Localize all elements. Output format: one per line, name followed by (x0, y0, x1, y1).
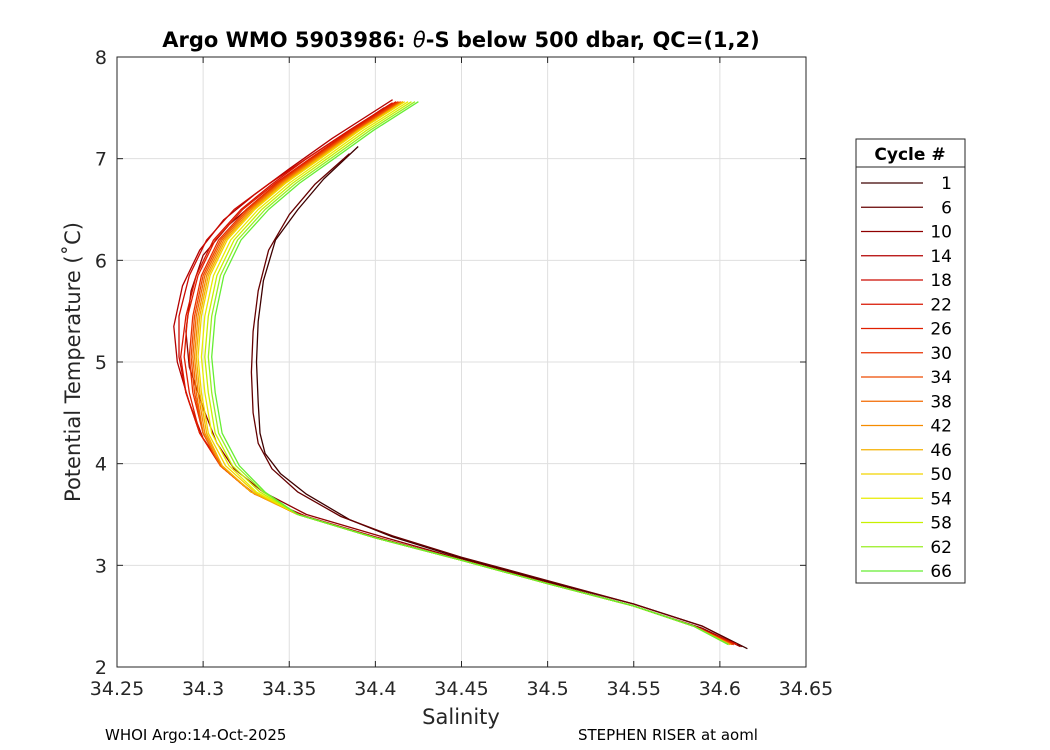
legend-label: 62 (930, 538, 952, 558)
tick-marks (116, 56, 807, 668)
legend-label: 30 (930, 344, 952, 364)
x-tick-label: 34.65 (779, 678, 833, 700)
chart-title: Argo WMO 5903986: θ-S below 500 dbar, QC… (162, 28, 759, 52)
x-tick-label: 34.4 (354, 678, 396, 700)
legend-label: 58 (930, 514, 952, 534)
legend-label: 10 (930, 223, 952, 243)
legend: Cycle # 1 6 10 14 18 22 26 30 34 38 42 46 50 54 58 62 66 (855, 138, 966, 584)
x-tick-label: 34.35 (262, 678, 316, 700)
plot-area: 34.25 34.3 34.35 34.4 34.45 34.5 34.55 34.6 34.6… (90, 47, 833, 700)
x-tick-label: 34.55 (607, 678, 661, 700)
footer-right: STEPHEN RISER at aoml (578, 726, 758, 744)
y-axis-label: Potential Temperature (˚C) (61, 222, 85, 502)
legend-label: 1 (941, 174, 952, 194)
legend-box (855, 138, 966, 584)
x-tick-labels: 34.25 34.3 34.35 34.4 34.45 34.5 34.55 34.6 34.6… (90, 678, 833, 700)
legend-label: 18 (930, 271, 952, 291)
legend-title: Cycle # (874, 145, 945, 165)
y-tick-label: 5 (95, 352, 107, 374)
legend-label: 26 (930, 320, 952, 340)
x-tick-label: 34.5 (526, 678, 568, 700)
series-line-cycle-1 (255, 146, 748, 650)
x-axis-label: Salinity (422, 705, 500, 729)
x-tick-label: 34.25 (90, 678, 144, 700)
y-tick-label: 7 (95, 149, 107, 171)
data-viewport (173, 99, 748, 650)
x-tick-label: 34.45 (434, 678, 488, 700)
legend-label: 42 (930, 417, 952, 437)
y-tick-label: 3 (95, 555, 107, 577)
series-line-cycle-66 (211, 101, 729, 646)
y-tick-label: 2 (95, 657, 107, 679)
x-tick-label: 34.6 (699, 678, 741, 700)
legend-label: 46 (930, 441, 952, 461)
series-line-cycle-6 (250, 153, 743, 648)
footer-left: WHOI Argo:14-Oct-2025 (105, 726, 286, 744)
legend-label: 34 (930, 368, 952, 388)
y-tick-label: 6 (95, 250, 107, 272)
x-tick-label: 34.3 (182, 678, 224, 700)
legend-label: 6 (941, 198, 952, 218)
legend-entries: 1 6 10 14 18 22 26 30 34 38 42 46 50 54 58 62 66 (861, 174, 952, 582)
legend-label: 54 (930, 489, 952, 509)
legend-label: 22 (930, 295, 952, 315)
legend-label: 38 (930, 392, 952, 412)
series-group (173, 99, 748, 650)
y-tick-label: 4 (95, 454, 107, 476)
legend-label: 50 (930, 465, 952, 485)
y-tick-label: 8 (95, 47, 107, 69)
legend-label: 14 (930, 247, 952, 267)
legend-label: 66 (930, 562, 952, 582)
y-tick-labels: 2 3 4 5 6 7 8 (95, 47, 107, 679)
